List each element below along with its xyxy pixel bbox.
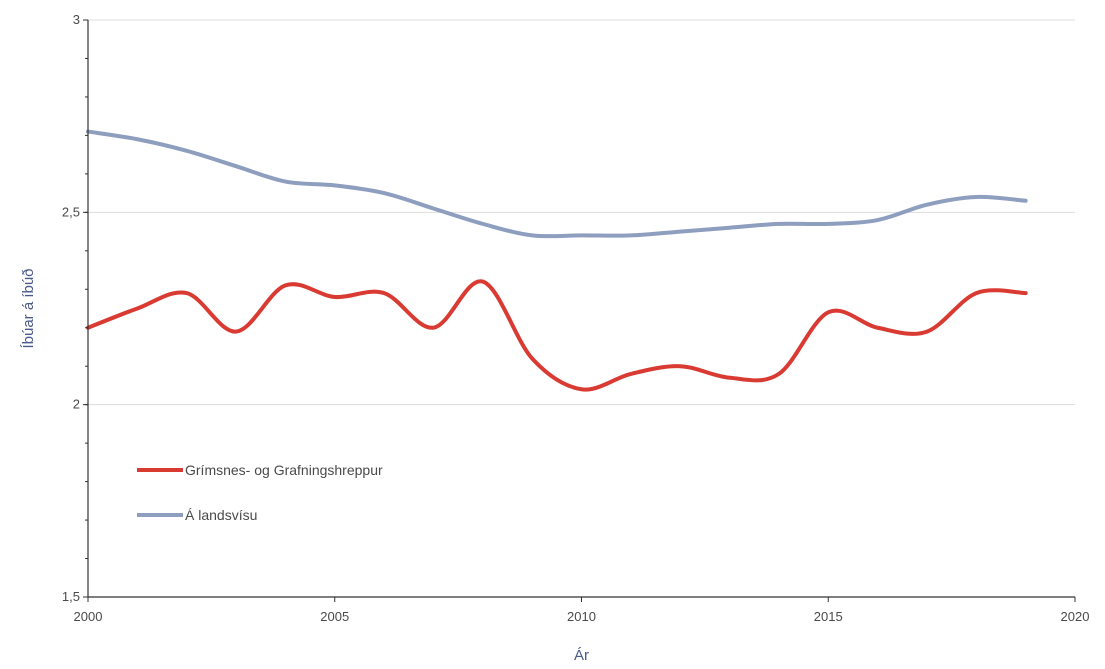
series-line-1 — [86, 129, 1028, 239]
x-tick-label: 2000 — [74, 609, 103, 624]
x-tick-label: 2015 — [814, 609, 843, 624]
gridlines — [88, 19, 1075, 406]
y-tick-label: 2,5 — [62, 204, 80, 219]
x-tick-label: 2010 — [567, 609, 596, 624]
series-line-0 — [86, 279, 1028, 392]
legend: Grímsnes- og Grafningshreppur Á landsvísu — [137, 462, 383, 523]
y-tick-label: 1,5 — [62, 589, 80, 604]
y-tick-label: 3 — [73, 12, 80, 27]
y-tick-label: 2 — [73, 397, 80, 412]
y-axis-title: Íbúar á íbúð — [20, 268, 37, 348]
x-tick-label: 2005 — [320, 609, 349, 624]
legend-label: Á landsvísu — [185, 507, 257, 523]
series-lines — [86, 129, 1028, 392]
legend-label: Grímsnes- og Grafningshreppur — [185, 462, 383, 478]
ticks: 1,5 2 2,5 3 2000 2005 2010 2015 2020 — [62, 12, 1090, 624]
x-axis-title: Ár — [574, 647, 589, 664]
x-tick-label: 2020 — [1061, 609, 1090, 624]
